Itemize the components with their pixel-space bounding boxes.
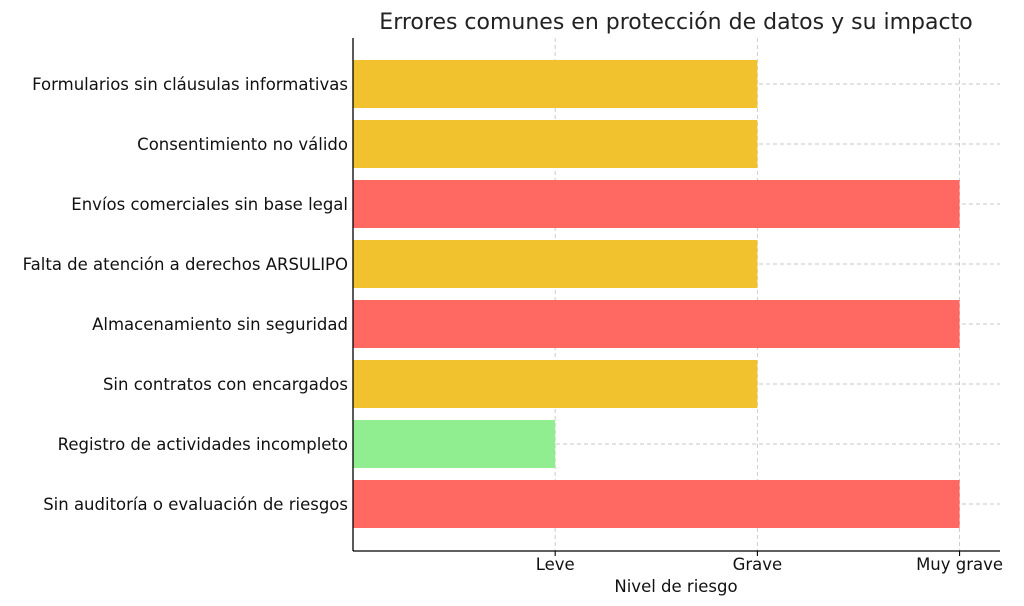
- bar: [353, 360, 758, 408]
- category-label: Sin auditoría o evaluación de riesgos: [43, 495, 348, 514]
- category-label: Formularios sin cláusulas informativas: [32, 75, 348, 94]
- chart-title: Errores comunes en protección de datos y…: [379, 10, 972, 35]
- bar: [353, 180, 960, 228]
- x-ticks: Leve Grave Muy grave: [536, 551, 1003, 574]
- bar: [353, 480, 960, 528]
- bar: [353, 60, 758, 108]
- category-label: Consentimiento no válido: [137, 135, 348, 154]
- bar: [353, 120, 758, 168]
- x-axis-label: Nivel de riesgo: [614, 577, 737, 596]
- bar: [353, 300, 960, 348]
- bar: [353, 240, 758, 288]
- bar: [353, 420, 556, 468]
- x-tick-label: Grave: [733, 555, 783, 574]
- category-labels: Formularios sin cláusulas informativas Co…: [23, 75, 348, 514]
- grid: [353, 38, 1000, 551]
- category-label: Falta de atención a derechos ARSULIPO: [23, 255, 348, 274]
- category-label: Envíos comerciales sin base legal: [71, 195, 348, 214]
- x-tick-label: Leve: [536, 555, 575, 574]
- category-label: Registro de actividades incompleto: [58, 435, 348, 454]
- category-label: Almacenamiento sin seguridad: [92, 315, 348, 334]
- x-tick-label: Muy grave: [916, 555, 1003, 574]
- category-label: Sin contratos con encargados: [103, 375, 348, 394]
- bars: [353, 60, 960, 528]
